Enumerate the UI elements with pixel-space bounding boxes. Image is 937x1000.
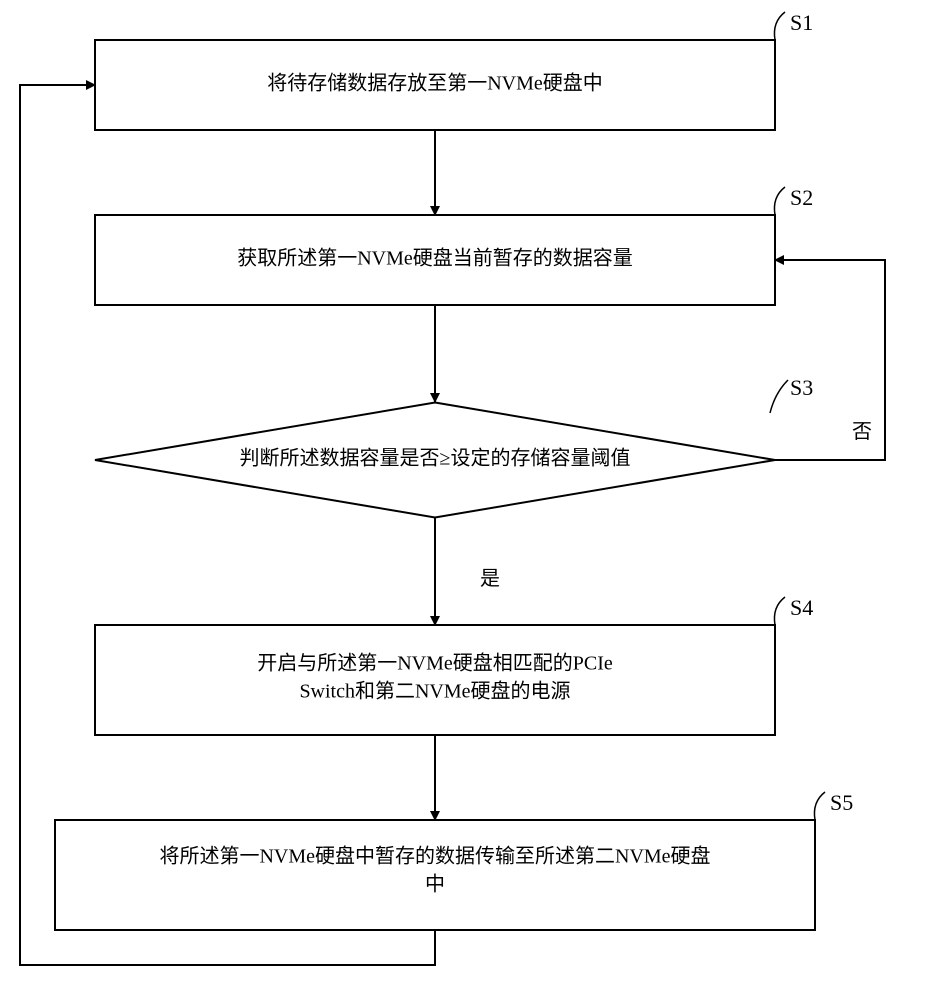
node-text: 将所述第一NVMe硬盘中暂存的数据传输至所述第二NVMe硬盘 [159, 845, 710, 868]
label-callout [770, 380, 788, 413]
node-s2: 获取所述第一NVMe硬盘当前暂存的数据容量 [95, 215, 775, 305]
step-label: S1 [790, 10, 813, 35]
edge-label: 否 [852, 421, 872, 443]
edges-layer: 是否 [20, 85, 885, 965]
node-s1: 将待存储数据存放至第一NVMe硬盘中 [95, 40, 775, 130]
edge-label: 是 [480, 568, 500, 590]
node-s4: 开启与所述第一NVMe硬盘相匹配的PCIe Switch和第二NVMe硬盘的电源 [95, 625, 775, 735]
label-callout [774, 187, 785, 215]
step-label: S2 [790, 185, 813, 210]
node-s5: 将所述第一NVMe硬盘中暂存的数据传输至所述第二NVMe硬盘中 [55, 820, 815, 930]
label-callout [774, 12, 785, 40]
step-label: S5 [830, 790, 853, 815]
node-s3: 判断所述数据容量是否≥设定的存储容量阈值 [95, 403, 775, 518]
labels-layer: S1 S2 S3 S4 S5 [770, 10, 853, 820]
step-label: S4 [790, 595, 813, 620]
node-text: 获取所述第一NVMe硬盘当前暂存的数据容量 [237, 247, 633, 270]
node-text: 中 [425, 873, 445, 896]
step-label: S3 [790, 375, 813, 400]
node-text: 将待存储数据存放至第一NVMe硬盘中 [267, 72, 603, 95]
node-text: Switch和第二NVMe硬盘的电源 [299, 680, 570, 703]
node-text: 判断所述数据容量是否≥设定的存储容量阈值 [240, 447, 631, 470]
label-callout [774, 597, 785, 625]
label-callout [814, 792, 825, 820]
flowchart-canvas: 是否 将待存储数据存放至第一NVMe硬盘中获取所述第一NVMe硬盘当前暂存的数据… [0, 0, 937, 1000]
edge [20, 85, 435, 965]
node-text: 开启与所述第一NVMe硬盘相匹配的PCIe [257, 652, 613, 675]
